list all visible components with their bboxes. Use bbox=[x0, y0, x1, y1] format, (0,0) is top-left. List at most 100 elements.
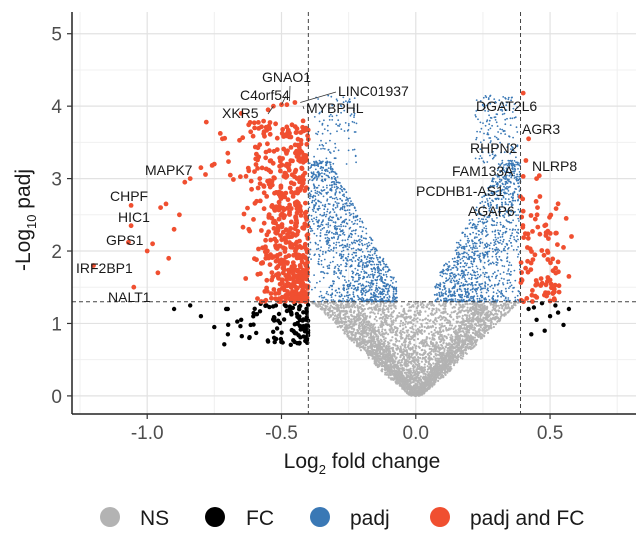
ns-point bbox=[398, 311, 401, 315]
padj-point bbox=[351, 272, 354, 275]
ns-point bbox=[420, 341, 423, 344]
ns-point bbox=[439, 357, 442, 360]
padj-point bbox=[469, 289, 472, 291]
ns-point bbox=[371, 348, 374, 351]
ns-point bbox=[451, 335, 454, 338]
ns-point bbox=[460, 321, 463, 324]
ns-point bbox=[434, 363, 437, 366]
ns-point bbox=[429, 370, 432, 373]
padj-point bbox=[378, 274, 381, 277]
ns-point bbox=[406, 316, 409, 319]
ns-point bbox=[407, 364, 410, 367]
ns-point bbox=[435, 320, 438, 323]
ns-point bbox=[394, 333, 398, 337]
ns-point bbox=[336, 304, 339, 307]
ns-point bbox=[348, 310, 351, 313]
padj-point bbox=[499, 239, 502, 242]
ns-point bbox=[457, 308, 460, 311]
padj-point bbox=[456, 261, 458, 264]
ns-point bbox=[504, 312, 507, 315]
ns-point bbox=[476, 338, 479, 342]
ns-point bbox=[444, 310, 447, 313]
ns-point bbox=[357, 329, 360, 332]
ns-point bbox=[450, 334, 453, 337]
padj-point bbox=[367, 284, 370, 287]
ns-point bbox=[366, 342, 369, 345]
ns-point bbox=[473, 303, 476, 306]
ns-point bbox=[429, 386, 432, 389]
ns-point bbox=[440, 369, 443, 372]
padj-point bbox=[393, 276, 395, 279]
ns-point bbox=[418, 326, 421, 329]
ns-point bbox=[406, 322, 409, 325]
ns-point bbox=[513, 302, 516, 305]
ns-point bbox=[389, 364, 392, 368]
padj-point bbox=[450, 279, 452, 282]
ns-point bbox=[388, 347, 392, 350]
ns-point bbox=[408, 306, 411, 309]
ns-point bbox=[486, 311, 489, 314]
ns-point bbox=[444, 307, 447, 310]
ns-point bbox=[373, 323, 376, 326]
ns-point bbox=[498, 306, 501, 310]
ns-point bbox=[433, 377, 436, 380]
padj-point bbox=[382, 274, 385, 276]
ns-point bbox=[336, 320, 339, 323]
ns-point bbox=[356, 313, 359, 316]
ns-point bbox=[435, 307, 438, 310]
padj-point bbox=[442, 272, 445, 275]
padj-point bbox=[517, 217, 520, 220]
ns-point bbox=[357, 326, 360, 330]
ns-point bbox=[504, 305, 507, 308]
ns-point bbox=[468, 302, 472, 305]
padj-point bbox=[451, 258, 454, 260]
padj-point bbox=[374, 289, 377, 292]
ns-point bbox=[400, 319, 403, 323]
ns-point bbox=[343, 323, 346, 326]
ns-point bbox=[385, 322, 388, 325]
padj-point bbox=[498, 166, 500, 168]
ns-point bbox=[375, 352, 378, 355]
padj-point bbox=[471, 265, 474, 268]
padj-point bbox=[515, 188, 517, 191]
ns-point bbox=[433, 334, 436, 337]
padj-point bbox=[311, 201, 313, 204]
ns-point bbox=[385, 331, 388, 334]
padj-point bbox=[479, 268, 482, 271]
ns-point bbox=[385, 361, 389, 364]
ns-point bbox=[491, 309, 494, 312]
ns-point bbox=[357, 309, 360, 312]
ns-point bbox=[409, 389, 412, 392]
ns-point bbox=[395, 326, 398, 329]
ns-point bbox=[482, 317, 485, 320]
ns-point bbox=[501, 307, 504, 310]
padj-point bbox=[494, 236, 497, 239]
ns-point bbox=[403, 381, 406, 384]
ns-point bbox=[481, 308, 484, 311]
ns-point bbox=[374, 342, 377, 345]
padj-point bbox=[479, 288, 482, 291]
ns-point bbox=[377, 312, 380, 315]
ns-point bbox=[353, 310, 356, 313]
ns-point bbox=[426, 376, 429, 380]
ns-point bbox=[402, 367, 405, 370]
padj-point bbox=[493, 241, 496, 244]
padj-point bbox=[509, 237, 512, 240]
ns-point bbox=[379, 334, 382, 337]
padj-point bbox=[499, 236, 502, 239]
ns-point bbox=[457, 311, 461, 314]
ns-point bbox=[375, 360, 378, 364]
ns-point bbox=[433, 346, 436, 349]
ns-point bbox=[495, 312, 498, 315]
ns-point bbox=[417, 356, 420, 359]
padj-point bbox=[362, 237, 365, 240]
ns-point bbox=[390, 324, 393, 327]
ns-point bbox=[360, 341, 363, 344]
padj-point bbox=[333, 273, 335, 275]
ns-point bbox=[430, 353, 433, 356]
ns-point bbox=[453, 340, 456, 343]
ns-point bbox=[474, 301, 478, 304]
padj-point bbox=[332, 208, 334, 210]
padj-point bbox=[338, 265, 340, 268]
ns-point bbox=[456, 315, 459, 318]
